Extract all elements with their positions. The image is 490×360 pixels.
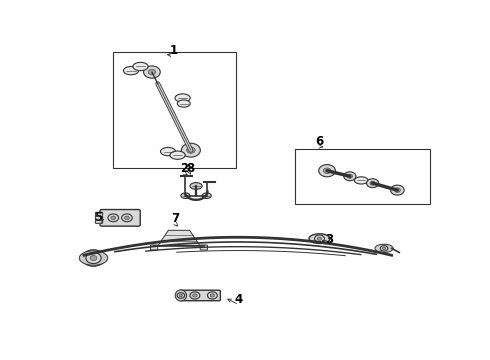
Circle shape	[210, 294, 215, 297]
Circle shape	[394, 188, 400, 192]
FancyBboxPatch shape	[96, 212, 102, 223]
Circle shape	[124, 216, 129, 220]
Ellipse shape	[79, 251, 108, 265]
Ellipse shape	[190, 183, 202, 189]
Ellipse shape	[181, 193, 190, 198]
Circle shape	[367, 179, 379, 188]
Text: 6: 6	[316, 135, 323, 148]
FancyBboxPatch shape	[200, 245, 207, 250]
Polygon shape	[158, 230, 200, 246]
FancyBboxPatch shape	[150, 245, 158, 250]
Text: 2: 2	[181, 162, 189, 175]
Circle shape	[148, 69, 156, 75]
Circle shape	[187, 147, 195, 153]
Ellipse shape	[133, 62, 148, 71]
Ellipse shape	[175, 290, 187, 301]
Circle shape	[108, 214, 119, 222]
Text: 8: 8	[186, 162, 195, 175]
Circle shape	[193, 294, 197, 297]
Circle shape	[382, 247, 386, 249]
Ellipse shape	[309, 234, 330, 243]
Ellipse shape	[177, 100, 190, 107]
Ellipse shape	[354, 177, 368, 184]
Circle shape	[190, 292, 200, 299]
Circle shape	[347, 174, 353, 178]
Text: 1: 1	[169, 44, 177, 57]
Circle shape	[317, 237, 322, 240]
FancyBboxPatch shape	[100, 210, 140, 226]
Circle shape	[380, 246, 388, 251]
Circle shape	[122, 214, 132, 222]
Circle shape	[177, 293, 185, 298]
Circle shape	[207, 292, 218, 299]
Ellipse shape	[375, 244, 393, 252]
Bar	[295, 149, 430, 204]
Circle shape	[86, 252, 101, 264]
Ellipse shape	[175, 94, 190, 102]
Circle shape	[391, 185, 404, 195]
Circle shape	[144, 66, 160, 78]
Circle shape	[90, 256, 97, 261]
Circle shape	[181, 143, 200, 157]
Text: 7: 7	[171, 212, 179, 225]
Bar	[113, 51, 236, 168]
Text: 3: 3	[325, 233, 333, 246]
Circle shape	[82, 250, 105, 266]
Ellipse shape	[170, 151, 185, 159]
Circle shape	[315, 235, 324, 242]
Circle shape	[88, 254, 98, 262]
Text: 4: 4	[235, 293, 243, 306]
Text: 5: 5	[95, 211, 102, 224]
FancyBboxPatch shape	[179, 290, 220, 301]
Circle shape	[179, 294, 183, 297]
Circle shape	[370, 181, 375, 185]
Circle shape	[318, 165, 336, 177]
Ellipse shape	[202, 193, 211, 198]
Circle shape	[323, 168, 331, 174]
Ellipse shape	[161, 147, 176, 156]
Ellipse shape	[123, 67, 139, 75]
Circle shape	[111, 216, 116, 220]
Circle shape	[344, 172, 356, 181]
